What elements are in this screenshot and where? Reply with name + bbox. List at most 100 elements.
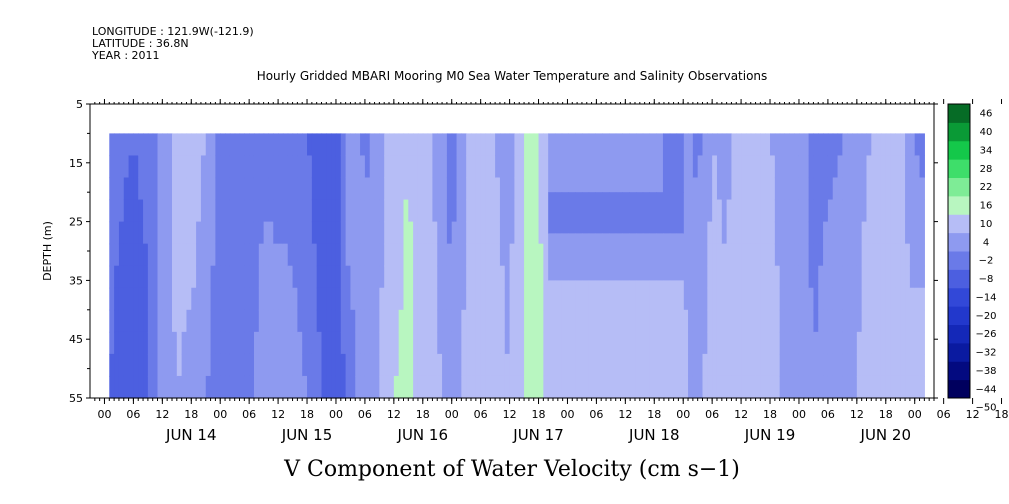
heatmap-cell (683, 331, 689, 355)
heatmap-cell (794, 287, 800, 311)
heatmap-cell (466, 309, 472, 333)
heatmap-cell (225, 177, 231, 201)
colorbar-label: −20 (975, 311, 996, 322)
heatmap-cell (827, 287, 834, 311)
heatmap-cell (225, 199, 231, 223)
heatmap-cell (253, 309, 260, 333)
heatmap-cell (683, 309, 689, 333)
heatmap-cell (364, 375, 371, 399)
heatmap-cell (602, 280, 610, 399)
heatmap-cell (692, 375, 699, 399)
heatmap-cell (712, 133, 718, 157)
heatmap-cell (393, 375, 400, 399)
heatmap-cell (311, 375, 318, 399)
heatmap-cell (157, 331, 163, 355)
heatmap-cell (360, 375, 366, 399)
heatmap-cell (890, 331, 897, 355)
heatmap-cell (471, 243, 477, 267)
heatmap-cell (157, 177, 163, 201)
heatmap-cell (369, 221, 376, 245)
heatmap-cell (466, 375, 472, 399)
heatmap-cell (765, 287, 771, 311)
heatmap-cell (485, 243, 491, 267)
heatmap-cell (326, 221, 332, 245)
heatmap-cell (852, 177, 858, 201)
heatmap-cell (750, 331, 757, 355)
heatmap-cell (480, 155, 487, 179)
heatmap-cell (389, 177, 395, 201)
heatmap-cell (205, 375, 212, 399)
heatmap-cell (842, 265, 848, 289)
heatmap-cell (215, 309, 221, 333)
latitude-label: LATITUDE : 36.8N (92, 37, 189, 50)
heatmap-cell (210, 199, 216, 223)
heatmap-cell (760, 287, 766, 311)
heatmap-cell (379, 353, 385, 377)
heatmap-cell (876, 155, 882, 179)
heatmap-cell (779, 133, 786, 157)
heatmap-cell (509, 177, 516, 201)
heatmap-cell (707, 199, 713, 223)
heatmap-cell (369, 287, 376, 311)
heatmap-cell (123, 243, 130, 267)
heatmap-cell (413, 265, 419, 289)
heatmap-cell (524, 133, 530, 157)
heatmap-cell (490, 199, 496, 223)
heatmap-cell (900, 199, 906, 223)
heatmap-cell (196, 243, 202, 267)
heatmap-cell (408, 243, 414, 267)
heatmap-cell (504, 221, 511, 245)
heatmap-cell (321, 243, 327, 267)
heatmap-cell (642, 233, 651, 281)
colorbar-swatch (948, 232, 970, 252)
heatmap-cell (278, 133, 284, 157)
heatmap-cell (871, 265, 877, 289)
heatmap-cell (181, 221, 188, 245)
heatmap-cell (244, 221, 250, 245)
heatmap-cell (900, 177, 906, 201)
heatmap-cell (200, 331, 207, 355)
heatmap-cell (533, 265, 540, 289)
heatmap-cell (403, 155, 409, 179)
heatmap-cell (909, 221, 916, 245)
heatmap-cell (176, 243, 183, 267)
heatmap-cell (524, 221, 530, 245)
heatmap-cell (909, 353, 916, 377)
x-tick-label: 06 (242, 408, 256, 421)
heatmap-cell (268, 243, 274, 267)
heatmap-cell (755, 155, 761, 179)
heatmap-cell (784, 155, 790, 179)
heatmap-cell (307, 199, 313, 223)
heatmap-cell (200, 353, 207, 377)
x-tick-label: 06 (474, 408, 488, 421)
heatmap-cell (808, 221, 815, 245)
heatmap-cell (524, 309, 530, 333)
heatmap-cell (905, 177, 911, 201)
heatmap-cell (191, 375, 197, 399)
colorbar-swatch (948, 342, 970, 362)
heatmap-cell (205, 155, 212, 179)
heatmap-cell (244, 353, 250, 377)
colorbar-label: −26 (975, 329, 996, 340)
colorbar-label: −44 (975, 384, 996, 395)
heatmap-cell (813, 177, 819, 201)
heatmap-cell (895, 353, 901, 377)
heatmap-cell (538, 199, 544, 223)
heatmap-cell (234, 287, 241, 311)
heatmap-cell (118, 221, 125, 245)
heatmap-cell (712, 287, 718, 311)
heatmap-cell (642, 280, 651, 399)
heatmap-cell (417, 177, 424, 201)
heatmap-cell (485, 199, 491, 223)
heatmap-cell (683, 221, 689, 245)
heatmap-cell (774, 309, 781, 333)
heatmap-cell (813, 331, 819, 355)
heatmap-cell (736, 221, 742, 245)
heatmap-cell (118, 375, 125, 399)
heatmap-cell (602, 192, 610, 234)
heatmap-cell (588, 133, 597, 193)
heatmap-cell (852, 309, 858, 333)
heatmap-cell (331, 353, 337, 377)
heatmap-cell (490, 353, 496, 377)
heatmap-cell (335, 375, 342, 399)
